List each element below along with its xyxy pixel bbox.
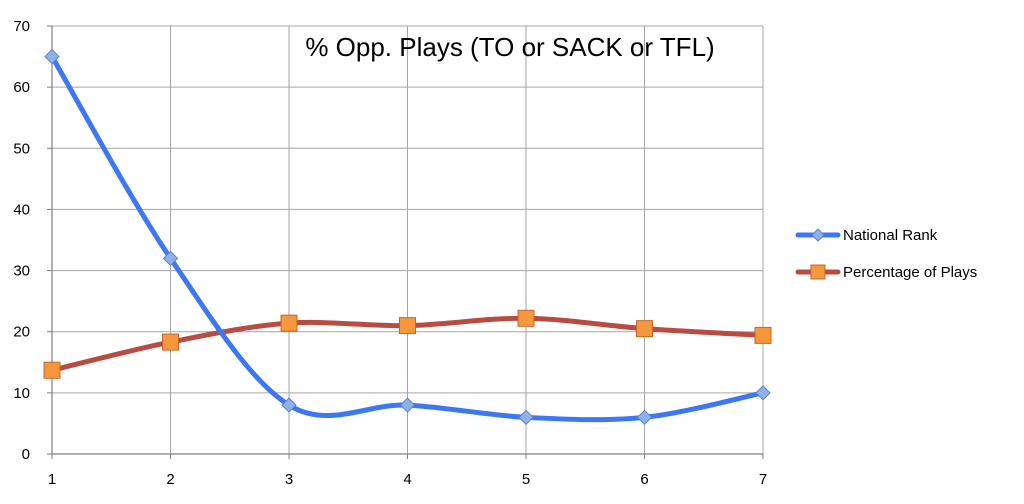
y-tick-label: 70 xyxy=(13,18,30,35)
x-tick-label: 5 xyxy=(522,471,530,488)
x-tick-label: 4 xyxy=(403,471,411,488)
x-tick-label: 2 xyxy=(166,471,174,488)
data-point-diamond xyxy=(162,250,179,267)
data-point-diamond xyxy=(636,409,653,426)
y-tick-label: 50 xyxy=(13,140,30,157)
x-tick-label: 3 xyxy=(285,471,293,488)
x-tick-label: 6 xyxy=(640,471,648,488)
data-point-square xyxy=(754,326,772,344)
grid-lines xyxy=(52,25,764,454)
y-tick-label: 30 xyxy=(13,263,30,280)
data-point-diamond xyxy=(518,409,534,426)
legend-label: Percentage of Plays xyxy=(843,264,977,281)
data-point-square xyxy=(810,264,826,280)
legend: National Rank Percentage of Plays xyxy=(795,227,977,281)
data-point-diamond xyxy=(399,397,416,413)
data-point-diamond xyxy=(811,228,825,242)
x-tick-label: 7 xyxy=(759,471,767,488)
y-tick-label: 60 xyxy=(13,79,30,96)
chart-title: % Opp. Plays (TO or SACK or TFL) xyxy=(305,32,714,62)
data-point-diamond xyxy=(281,397,297,413)
series-layer xyxy=(43,48,772,426)
data-point-square xyxy=(636,320,653,338)
data-point-diamond xyxy=(44,48,60,65)
data-point-diamond xyxy=(755,385,771,401)
y-tick-label: 40 xyxy=(13,201,30,218)
data-point-square xyxy=(280,314,298,332)
data-point-square xyxy=(399,317,416,335)
data-point-square xyxy=(162,333,179,351)
y-tick-label: 20 xyxy=(13,324,30,341)
axes: 0 10 20 30 40 50 60 70 1 2 3 4 5 6 7 xyxy=(13,18,767,488)
y-tick-label: 10 xyxy=(13,385,30,402)
data-point-square xyxy=(43,361,61,379)
y-tick-label: 0 xyxy=(22,446,30,463)
legend-label: National Rank xyxy=(843,227,938,244)
data-point-square xyxy=(517,309,535,327)
x-tick-label: 1 xyxy=(48,471,56,488)
